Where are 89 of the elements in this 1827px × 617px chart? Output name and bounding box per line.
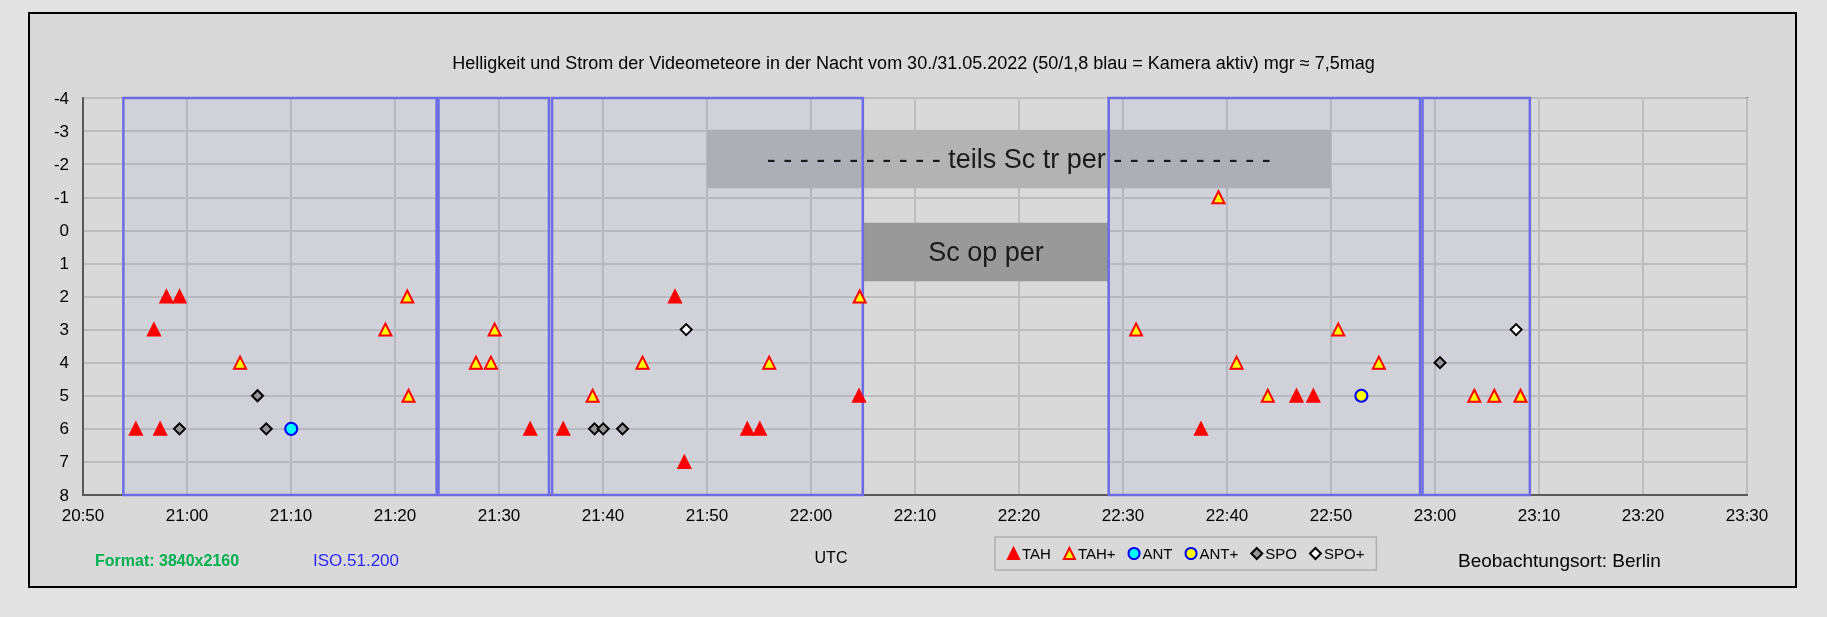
point <box>1513 388 1528 403</box>
point <box>1306 388 1321 403</box>
point <box>1229 355 1244 370</box>
chart-title: Helligkeit und Strom der Videometeore in der Nacht vom 30./31.05.2022 (50/1,8 blau = Kamera aktiv) mgr ≈ 7,5mag <box>452 53 1375 73</box>
point <box>1211 190 1226 205</box>
x-tick-label: 21:30 <box>477 506 521 525</box>
point <box>259 422 273 436</box>
x-tick-label: 21:50 <box>685 506 729 525</box>
point <box>762 355 777 370</box>
point <box>128 421 143 436</box>
x-tick-label: 22:10 <box>893 506 937 525</box>
point <box>740 421 755 436</box>
point <box>233 355 248 370</box>
x-tick-label: 23:20 <box>1621 506 1665 525</box>
point <box>483 355 498 370</box>
y-tick-label: 4 <box>59 353 69 373</box>
x-tick-label: 23:30 <box>1725 506 1769 525</box>
point <box>852 289 867 304</box>
point <box>556 421 571 436</box>
x-tick-label: 21:10 <box>269 506 313 525</box>
point <box>616 422 630 436</box>
legend-label: TAH <box>1022 545 1051 562</box>
point <box>172 289 187 304</box>
point <box>1354 388 1369 403</box>
point <box>523 421 538 436</box>
point <box>251 389 265 403</box>
point <box>1289 388 1304 403</box>
point <box>378 322 393 337</box>
point <box>173 422 187 436</box>
point <box>596 422 610 436</box>
point <box>159 289 174 304</box>
x-tick-label: 23:10 <box>1517 506 1561 525</box>
text: Beobachtungsort: Berlin <box>1458 550 1661 571</box>
legend-label: TAH+ <box>1077 545 1116 562</box>
y-tick-label: 7 <box>59 452 69 472</box>
legend-label: ANT <box>1142 545 1173 562</box>
x-axis-title: UTC <box>814 548 848 566</box>
point <box>153 421 168 436</box>
point <box>587 422 601 436</box>
point <box>1487 388 1502 403</box>
point <box>677 454 692 469</box>
point <box>1371 355 1386 370</box>
x-tick-label: 20:50 <box>61 506 105 525</box>
x-tick-label: 21:20 <box>373 506 417 525</box>
point <box>284 421 299 436</box>
y-tick-label: 3 <box>59 320 69 340</box>
point <box>401 388 416 403</box>
point <box>400 289 415 304</box>
x-tick-label: 23:00 <box>1413 506 1457 525</box>
legend-label: ANT+ <box>1199 545 1239 562</box>
point <box>585 388 600 403</box>
y-tick-label: -1 <box>53 187 69 207</box>
band-label: Sc op per <box>928 236 1044 267</box>
point <box>1433 356 1447 370</box>
x-tick-label: 21:40 <box>581 506 625 525</box>
text: ISO.51.200 <box>313 551 400 570</box>
point <box>1129 322 1144 337</box>
x-tick-label: 22:40 <box>1205 506 1249 525</box>
y-tick-label: -2 <box>53 154 69 174</box>
y-tick-label: -3 <box>53 121 69 141</box>
point <box>667 289 682 304</box>
point <box>1194 421 1209 436</box>
point <box>1467 388 1482 403</box>
point <box>487 322 502 337</box>
point <box>852 388 867 403</box>
point <box>679 323 693 337</box>
x-tick-label: 22:20 <box>997 506 1041 525</box>
x-tick-label: 21:00 <box>165 506 209 525</box>
y-tick-label: 1 <box>59 253 69 273</box>
point <box>635 355 650 370</box>
x-tick-label: 22:30 <box>1101 506 1145 525</box>
y-tick-label: 2 <box>59 287 69 306</box>
text: Format: 3840x2160 <box>95 551 240 569</box>
point <box>752 421 767 436</box>
point <box>146 322 161 337</box>
point <box>468 355 483 370</box>
x-tick-label: 22:50 <box>1309 506 1353 525</box>
y-tick-label: 6 <box>59 419 69 439</box>
x-tick-label: 22:00 <box>789 506 833 525</box>
point <box>1260 388 1275 403</box>
y-tick-label: 8 <box>59 485 69 505</box>
point <box>1331 322 1346 337</box>
legend-label: SPO+ <box>1323 545 1365 562</box>
legend-label: SPO <box>1265 545 1297 562</box>
y-tick-label: 5 <box>59 386 69 406</box>
y-tick-label: 0 <box>59 220 69 240</box>
band-label: - - - - - - - - - - - teils Sc tr per - - - - - - - - - - <box>766 144 1271 175</box>
y-tick-label: -4 <box>53 88 69 108</box>
point <box>1509 323 1523 337</box>
